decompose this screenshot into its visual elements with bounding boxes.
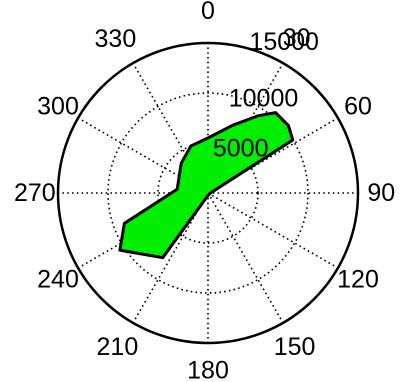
angle-label-90: 90 [367, 179, 395, 207]
range-label-15000: 15000 [249, 28, 319, 56]
angle-label-270: 270 [14, 179, 56, 207]
angle-label-0: 0 [201, 0, 215, 25]
angle-label-180: 180 [187, 356, 229, 382]
angle-label-30: 30 [283, 24, 311, 52]
angle-label-120: 120 [337, 266, 379, 294]
angle-label-150: 150 [274, 333, 316, 361]
angle-label-60: 60 [344, 92, 372, 120]
outer-axis-circle [56, 41, 360, 345]
spoke-150 [207, 192, 284, 324]
data-layer [118, 111, 295, 260]
angle-label-210: 210 [97, 333, 139, 361]
data-area-0 [118, 111, 295, 260]
range-circle-10000 [107, 92, 309, 294]
label-layer: 0 30 60 90 120 150 180 210 240 270 300 330 5000 10000… [14, 0, 395, 382]
angle-label-300: 300 [37, 92, 79, 120]
range-label-10000: 10000 [229, 84, 299, 112]
spoke-120 [207, 192, 339, 269]
angle-label-240: 240 [37, 266, 79, 294]
range-label-5000: 5000 [213, 135, 269, 163]
angle-label-330: 330 [95, 25, 137, 53]
